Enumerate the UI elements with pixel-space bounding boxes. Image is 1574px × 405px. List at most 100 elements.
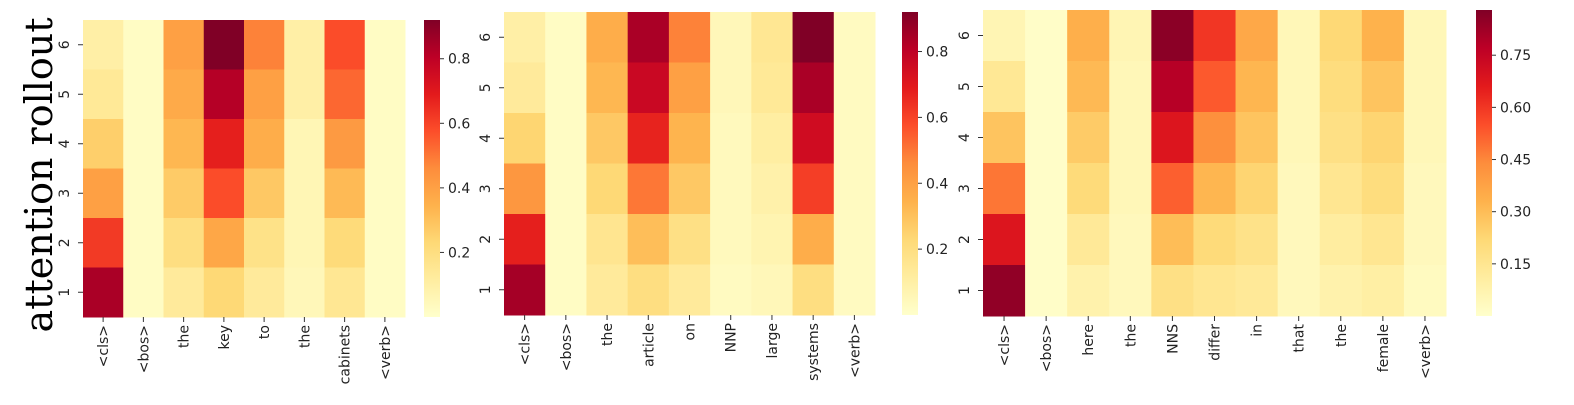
heatmap-cell [123, 168, 164, 219]
heatmap-cell [364, 218, 406, 268]
x-tick-label: <cls> [997, 324, 1013, 366]
heatmap-cell [1067, 61, 1110, 113]
heatmap-cell [983, 112, 1026, 164]
heatmap-cell [504, 214, 546, 265]
heatmap-cell [1193, 112, 1237, 164]
heatmap-cell [627, 163, 670, 215]
x-tick-label: <bos> [136, 325, 152, 373]
heatmap-cell [364, 119, 406, 169]
heatmap-cell [364, 20, 406, 70]
heatmap-cell [710, 214, 752, 265]
heatmap-cell [324, 119, 366, 169]
heatmap-cell [1067, 265, 1110, 317]
heatmap-cell [1109, 163, 1152, 215]
heatmap-cell [244, 20, 285, 70]
heatmap-cell [203, 168, 245, 219]
heatmap-cell [1025, 10, 1068, 62]
heatmap-panel-2: 6 5 4 3 2 1 <cls> <bos> the article on NNP large syst… [478, 12, 948, 381]
heatmap-cell [668, 264, 711, 316]
heatmaps-group: 6 5 4 3 2 1 <cls> <bos> the key to the cabinets <verb… [57, 10, 1531, 384]
heatmap-cell [586, 113, 629, 164]
colorbar-tick-label: 0.6 [448, 116, 470, 132]
heatmap-cell [792, 113, 835, 164]
colorbar-tick-label: 0.75 [1500, 48, 1531, 64]
y-tick-label: 6 [57, 40, 73, 49]
heatmap-cell [1067, 214, 1110, 266]
colorbar-tick-label: 0.60 [1500, 100, 1531, 116]
colorbar [424, 20, 440, 317]
colorbar-tick-label: 0.30 [1500, 205, 1531, 221]
heatmap-cell [792, 214, 835, 265]
x-tick-label: cabinets [338, 325, 354, 384]
heatmap-cell [983, 214, 1026, 266]
heatmap-cell [1319, 10, 1363, 62]
heatmap-cell [123, 20, 164, 70]
heatmap-cell [1235, 163, 1279, 215]
heatmap-cell [1361, 61, 1405, 113]
heatmap-cell [1403, 163, 1447, 215]
heatmap-cell [1319, 112, 1363, 164]
heatmap-cell [163, 20, 205, 70]
heatmap-cell [627, 214, 670, 265]
colorbar-tick-label: 0.8 [448, 52, 470, 68]
heatmap-cell [1109, 265, 1152, 317]
heatmap-cell [833, 62, 876, 114]
x-tick-label: <verb> [378, 325, 394, 380]
heatmap-cell [83, 218, 124, 268]
colorbar-tick-label: 0.4 [448, 181, 470, 197]
heatmap-cell [1403, 112, 1447, 164]
heatmap-cell [1193, 265, 1237, 317]
colorbar [1476, 10, 1492, 316]
heatmap-cell [586, 12, 629, 63]
heatmap-cell [792, 62, 835, 114]
x-tick-label: the [1334, 324, 1350, 347]
y-tick-label: 1 [478, 285, 494, 294]
heatmap-cell [1151, 214, 1194, 266]
colorbar-tick-label: 0.45 [1500, 153, 1531, 169]
heatmap-cell [163, 267, 205, 318]
heatmap-cell [710, 113, 752, 164]
x-tick-label: large [765, 323, 781, 358]
y-tick-label: 4 [957, 133, 973, 142]
heatmap-cell [1151, 10, 1194, 62]
heatmap-cell [586, 163, 629, 215]
heatmap-cell [324, 218, 366, 268]
heatmap-cell [751, 12, 794, 63]
y-tick-label: 3 [957, 184, 973, 193]
heatmap-cell [751, 163, 794, 215]
heatmap-cell [284, 218, 325, 268]
heatmap-cell [83, 20, 124, 70]
heatmap-cell [163, 69, 205, 120]
heatmap-cell [1109, 61, 1152, 113]
heatmap-cell [751, 62, 794, 114]
x-tick-label: <cls> [518, 323, 534, 365]
x-tick-label: the [1123, 324, 1139, 347]
heatmap-cell [1277, 10, 1321, 62]
y-tick-label: 1 [957, 286, 973, 295]
heatmap-cell [1361, 10, 1405, 62]
heatmap-cell [1067, 112, 1110, 164]
heatmap-cell [545, 163, 587, 215]
heatmap-cell [284, 119, 325, 169]
x-tick-label: differ [1208, 324, 1224, 361]
heatmap-cell [1151, 265, 1194, 317]
heatmap-cell [668, 62, 711, 114]
heatmap-cell [1361, 265, 1405, 317]
x-tick-label: that [1292, 323, 1308, 352]
heatmap-cell [668, 163, 711, 215]
heatmap-cell [545, 62, 587, 114]
x-tick-label: the [297, 325, 313, 348]
colorbar-tick-label: 0.2 [448, 245, 470, 261]
heatmap-cell [284, 69, 325, 120]
heatmap-cell [83, 119, 124, 169]
heatmap-cell [1025, 214, 1068, 266]
heatmap-cell [1319, 61, 1363, 113]
heatmap-cell [545, 12, 587, 63]
x-tick-label: <cls> [96, 325, 112, 367]
heatmap-cell [1277, 112, 1321, 164]
heatmap-cell [504, 113, 546, 164]
y-tick-label: 2 [57, 238, 73, 247]
heatmap-cell [203, 69, 245, 120]
heatmap-cell [833, 113, 876, 164]
heatmap-cell [545, 264, 587, 316]
